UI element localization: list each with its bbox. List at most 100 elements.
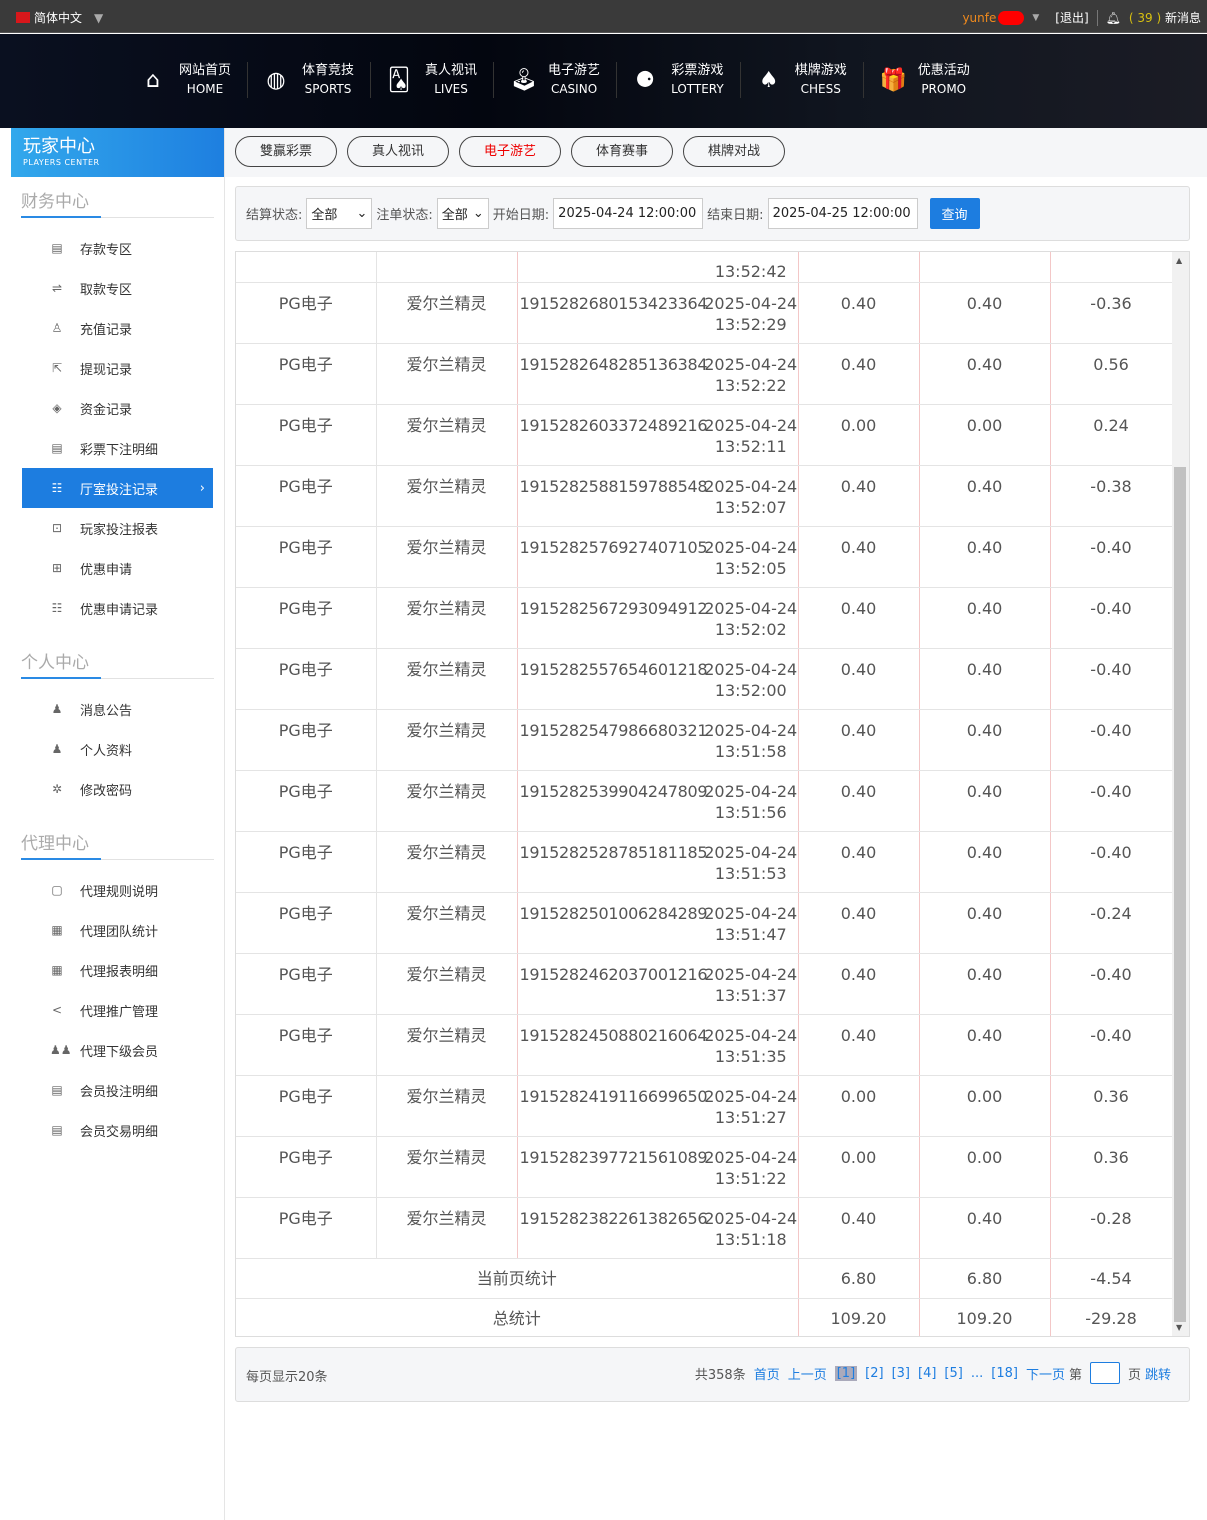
scroll-up-arrow[interactable]: ▲ <box>1176 256 1183 265</box>
nav-item-home[interactable]: ⌂ 网站首页 HOME <box>125 62 249 98</box>
menu-item-icon: ⇌ <box>51 281 63 295</box>
cards-icon: 🂡 <box>387 67 411 93</box>
sidebar-item[interactable]: ☷ 优惠申请记录 <box>22 588 213 628</box>
start-date-input[interactable]: 2025-04-24 12:00:00 <box>553 198 704 229</box>
page-jump-input[interactable] <box>1089 1362 1120 1384</box>
sidebar-item[interactable]: ✲ 修改密码 <box>22 769 213 809</box>
sidebar-item[interactable]: ♙ 充值记录 <box>22 308 213 348</box>
menu-item-icon: ⇱ <box>51 361 63 375</box>
first-page-link[interactable]: 首页 <box>753 1367 780 1383</box>
end-date-input[interactable]: 2025-04-25 12:00:00 <box>767 198 918 229</box>
sidebar-item[interactable]: ▦ 代理报表明细 <box>22 950 213 990</box>
sidebar-item-label: 玩家投注报表 <box>80 522 159 538</box>
next-page-link[interactable]: 下一页 <box>1025 1367 1065 1383</box>
game-name: 爱尔兰精灵 <box>376 648 518 710</box>
sidebar-item[interactable]: ▦ 代理团队统计 <box>22 910 213 950</box>
bet-id: 1915282680153423364 <box>517 282 708 344</box>
win-loss: 0.24 <box>1050 404 1173 466</box>
valid-amount: 0.40 <box>919 1014 1051 1076</box>
tab-3[interactable]: 体育赛事 <box>571 136 673 167</box>
messages-link[interactable]: 新消息 <box>1164 11 1201 25</box>
sidebar-item[interactable]: ⊞ 优惠申请 <box>22 548 213 588</box>
page-link[interactable]: [1] <box>834 1365 858 1381</box>
bet-amount: 0.40 <box>798 831 920 893</box>
sidebar-item[interactable]: ▤ 彩票下注明细 <box>22 428 213 468</box>
sidebar-item[interactable]: ⊡ 玩家投注报表 <box>22 508 213 548</box>
bet-amount: 0.40 <box>798 892 920 954</box>
nav-item-promo[interactable]: 🎁 优惠活动 PROMO <box>864 62 986 98</box>
valid-amount: 0.00 <box>919 404 1051 466</box>
valid-amount: 0.40 <box>919 953 1051 1015</box>
sidebar-item[interactable]: ▢ 代理规则说明 <box>22 870 213 910</box>
win-loss: -0.40 <box>1050 648 1173 710</box>
tab-2[interactable]: 电子游艺 <box>459 136 561 167</box>
summary-valid: 109.20 <box>919 1298 1051 1336</box>
category-tabs: 雙贏彩票 真人视讯 电子游艺 体育赛事 棋牌对战 <box>225 128 1207 177</box>
sidebar-item[interactable]: ⇌ 取款专区 <box>22 268 213 308</box>
tab-1[interactable]: 真人视讯 <box>347 136 449 167</box>
page-ellipsis: ... <box>970 1365 984 1381</box>
nav-item-lives[interactable]: 🂡 真人视讯 LIVES <box>371 62 495 98</box>
settle-status-select[interactable]: 全部 ⌄ <box>306 198 373 229</box>
sidebar-item[interactable]: ▤ 会员交易明细 <box>22 1110 213 1150</box>
bet-date: 2025-04-24 <box>704 1147 798 1167</box>
query-button[interactable]: 查询 <box>929 198 980 229</box>
nav-item-chess[interactable]: ♠ 棋牌游戏 CHESS <box>741 62 864 98</box>
sidebar-item[interactable]: ♟♟ 代理下级会员 <box>22 1030 213 1070</box>
sidebar-item[interactable]: ▤ 存款专区 <box>22 228 213 268</box>
scrollbar-thumb[interactable] <box>1174 467 1186 1322</box>
sidebar-item[interactable]: ◈ 资金记录 <box>22 388 213 428</box>
scroll-down-arrow[interactable]: ▼ <box>1176 1323 1183 1332</box>
nav-item-lottery[interactable]: ⚈ 彩票游戏 LOTTERY <box>617 62 741 98</box>
win-loss: -0.40 <box>1050 1014 1173 1076</box>
prev-page-link[interactable]: 上一页 <box>787 1367 827 1383</box>
table-row: PG电子 爱尔兰精灵 1915282382261382656 2025-04-24 13… <box>236 1197 1173 1259</box>
sidebar-item[interactable]: ♟ 消息公告 <box>22 689 213 729</box>
sidebar-item[interactable]: < 代理推广管理 <box>22 990 213 1030</box>
table-scrollbar[interactable]: ▲ ▼ <box>1172 252 1189 1336</box>
valid-amount: 0.40 <box>919 343 1051 405</box>
platform: PG电子 <box>236 465 377 527</box>
bell-icon[interactable]: 🔔︎ <box>1105 10 1121 25</box>
bet-id: 1915282603372489216 <box>517 404 708 466</box>
page-link[interactable]: [4] <box>918 1365 937 1381</box>
message-count[interactable]: ( 39 ) <box>1128 11 1162 25</box>
user-dropdown-icon[interactable]: ▼ <box>1032 12 1040 23</box>
platform: PG电子 <box>236 1075 377 1137</box>
bet-amount: 0.40 <box>798 587 920 649</box>
bet-amount: 0.40 <box>798 1197 920 1259</box>
pagination: 每页显示20条 共358条 首页 上一页 [1] [2] [3] [4] [5]... [18]… <box>235 1347 1190 1402</box>
page-link[interactable]: [3] <box>891 1365 910 1381</box>
nav-label-cn: 体育竞技 <box>302 63 355 78</box>
sidebar-item-label: 提现记录 <box>80 362 133 378</box>
table-row: 13:52:42 <box>236 252 1173 283</box>
bet-id: 1915282557654601218 <box>517 648 708 710</box>
table-row: PG电子 爱尔兰精灵 1915282603372489216 2025-04-24 13… <box>236 404 1173 466</box>
page-link[interactable]: [5] <box>944 1365 963 1381</box>
bet-status-select[interactable]: 全部 ⌄ <box>436 198 489 229</box>
logout-link[interactable]: [退出] <box>1055 11 1089 25</box>
sidebar-item[interactable]: ⇱ 提现记录 <box>22 348 213 388</box>
username[interactable]: yunfe <box>962 10 997 25</box>
nav-item-casino[interactable]: 🕹 电子游艺 CASINO <box>494 62 618 98</box>
page-link[interactable]: [2] <box>865 1365 884 1381</box>
menu-item-icon: ▤ <box>51 241 63 255</box>
nav-label-cn: 网站首页 <box>179 63 232 78</box>
last-page-link[interactable]: [18] <box>991 1365 1018 1381</box>
tab-0[interactable]: 雙贏彩票 <box>235 136 337 167</box>
total-count: 共358条 <box>694 1367 746 1383</box>
tab-4[interactable]: 棋牌对战 <box>683 136 785 167</box>
language-selector[interactable]: 简体中文 ▼ <box>16 9 103 26</box>
sidebar-item[interactable]: ☷ 厅室投注记录 › <box>22 468 213 508</box>
bet-date: 2025-04-24 <box>704 720 798 740</box>
lottery-balls-icon: ⚈ <box>635 67 655 93</box>
sidebar-item[interactable]: ▤ 会员投注明细 <box>22 1070 213 1110</box>
bet-time: 13:51:47 <box>714 924 787 944</box>
nav-item-sports[interactable]: ◍ 体育竞技 SPORTS <box>248 62 372 98</box>
sidebar-item-label: 彩票下注明细 <box>80 442 159 458</box>
jump-button[interactable]: 跳转 <box>1144 1367 1171 1383</box>
win-loss: -0.24 <box>1050 892 1173 954</box>
sidebar-item[interactable]: ♟ 个人资料 <box>22 729 213 769</box>
ball-icon: ◍ <box>266 67 286 93</box>
bet-time: 13:51:56 <box>714 802 787 822</box>
